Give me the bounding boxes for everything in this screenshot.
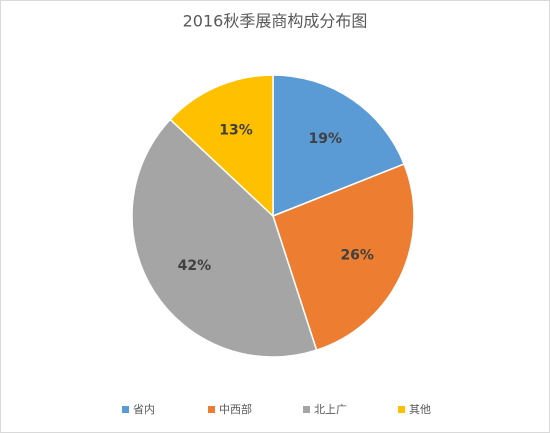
legend-swatch (303, 406, 310, 413)
data-label: 19% (309, 131, 343, 147)
pie-slice (169, 74, 274, 218)
chart-title: 2016秋季展商构成分布图 (183, 12, 368, 31)
legend-label: 北上广 (314, 403, 347, 416)
data-label: 42% (178, 258, 212, 274)
data-label: 13% (219, 123, 253, 139)
legend-swatch (122, 406, 129, 413)
pie-slice (272, 74, 406, 218)
pie-slice (131, 118, 318, 358)
pie-slice (272, 163, 415, 352)
legend-label: 省内 (133, 402, 155, 416)
data-label: 26% (340, 248, 374, 264)
legend-label: 中西部 (219, 402, 252, 416)
legend-label: 其他 (409, 403, 431, 416)
legend-swatch (208, 406, 215, 413)
legend-swatch (398, 406, 405, 413)
